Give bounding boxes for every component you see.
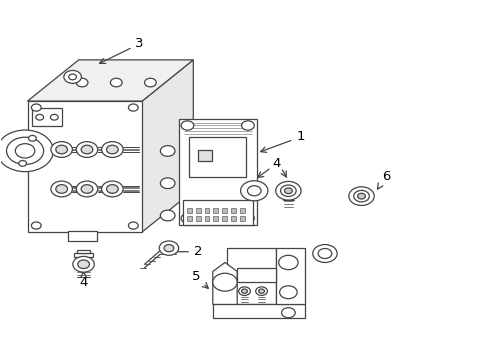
Circle shape: [241, 289, 247, 293]
Circle shape: [36, 114, 43, 120]
Polygon shape: [212, 262, 237, 305]
Circle shape: [15, 144, 35, 158]
Circle shape: [258, 289, 264, 293]
Polygon shape: [142, 60, 193, 232]
Bar: [204, 208, 209, 213]
Bar: [195, 208, 200, 213]
Circle shape: [240, 181, 267, 201]
Bar: [239, 208, 244, 213]
Circle shape: [51, 181, 72, 197]
Circle shape: [163, 244, 173, 252]
Circle shape: [255, 287, 267, 296]
Bar: [67, 231, 97, 241]
Bar: [198, 150, 211, 161]
Bar: [182, 201, 252, 225]
Circle shape: [238, 287, 250, 296]
Bar: [186, 216, 191, 221]
Circle shape: [247, 186, 261, 196]
Bar: [213, 216, 218, 221]
Bar: [227, 248, 276, 304]
Circle shape: [28, 135, 36, 141]
Polygon shape: [237, 268, 276, 282]
Bar: [195, 216, 200, 221]
Circle shape: [181, 214, 193, 223]
Circle shape: [275, 181, 301, 200]
Circle shape: [159, 241, 178, 255]
Circle shape: [6, 137, 43, 165]
Circle shape: [64, 71, 81, 84]
Circle shape: [241, 214, 254, 223]
Bar: [230, 208, 235, 213]
Circle shape: [318, 248, 331, 258]
Circle shape: [279, 286, 297, 299]
Circle shape: [353, 190, 368, 202]
Circle shape: [241, 121, 254, 130]
Circle shape: [160, 210, 175, 221]
Circle shape: [280, 185, 296, 197]
Circle shape: [81, 145, 93, 154]
Circle shape: [19, 161, 26, 166]
Bar: [222, 208, 226, 213]
Text: 4: 4: [271, 157, 280, 170]
Bar: [230, 216, 235, 221]
Circle shape: [281, 308, 295, 318]
Circle shape: [348, 187, 373, 206]
Bar: [74, 253, 93, 257]
Text: 2: 2: [170, 245, 202, 258]
Circle shape: [73, 256, 94, 272]
Bar: [189, 137, 245, 177]
Text: 1: 1: [260, 130, 304, 152]
Bar: [178, 119, 256, 225]
Circle shape: [181, 121, 193, 130]
Circle shape: [0, 130, 53, 172]
Circle shape: [31, 222, 41, 229]
Circle shape: [128, 104, 138, 111]
Circle shape: [50, 114, 58, 120]
Circle shape: [81, 185, 93, 193]
Circle shape: [51, 141, 72, 157]
Bar: [186, 208, 191, 213]
Circle shape: [69, 74, 76, 80]
Circle shape: [160, 178, 175, 189]
Circle shape: [160, 145, 175, 156]
Bar: [213, 208, 218, 213]
Text: 6: 6: [377, 170, 389, 189]
Circle shape: [76, 181, 98, 197]
Circle shape: [110, 78, 122, 87]
Text: 3: 3: [100, 37, 143, 63]
Bar: [204, 216, 209, 221]
Text: 4: 4: [79, 272, 88, 289]
Circle shape: [284, 188, 292, 194]
Bar: [27, 101, 142, 232]
Circle shape: [357, 193, 365, 199]
Circle shape: [76, 141, 98, 157]
Circle shape: [56, 185, 67, 193]
Polygon shape: [27, 60, 193, 101]
Circle shape: [102, 141, 123, 157]
Circle shape: [31, 104, 41, 111]
Circle shape: [312, 244, 336, 262]
Polygon shape: [212, 305, 305, 318]
Circle shape: [144, 78, 156, 87]
Circle shape: [102, 181, 123, 197]
Circle shape: [106, 185, 118, 193]
Circle shape: [106, 145, 118, 154]
Polygon shape: [276, 248, 305, 305]
Circle shape: [278, 255, 298, 270]
Circle shape: [128, 222, 138, 229]
Bar: [239, 216, 244, 221]
Text: 5: 5: [191, 270, 208, 288]
Circle shape: [212, 273, 237, 291]
Circle shape: [76, 78, 88, 87]
Circle shape: [56, 145, 67, 154]
Bar: [77, 250, 90, 253]
Bar: [32, 108, 61, 126]
Circle shape: [78, 260, 89, 269]
Bar: [222, 216, 226, 221]
